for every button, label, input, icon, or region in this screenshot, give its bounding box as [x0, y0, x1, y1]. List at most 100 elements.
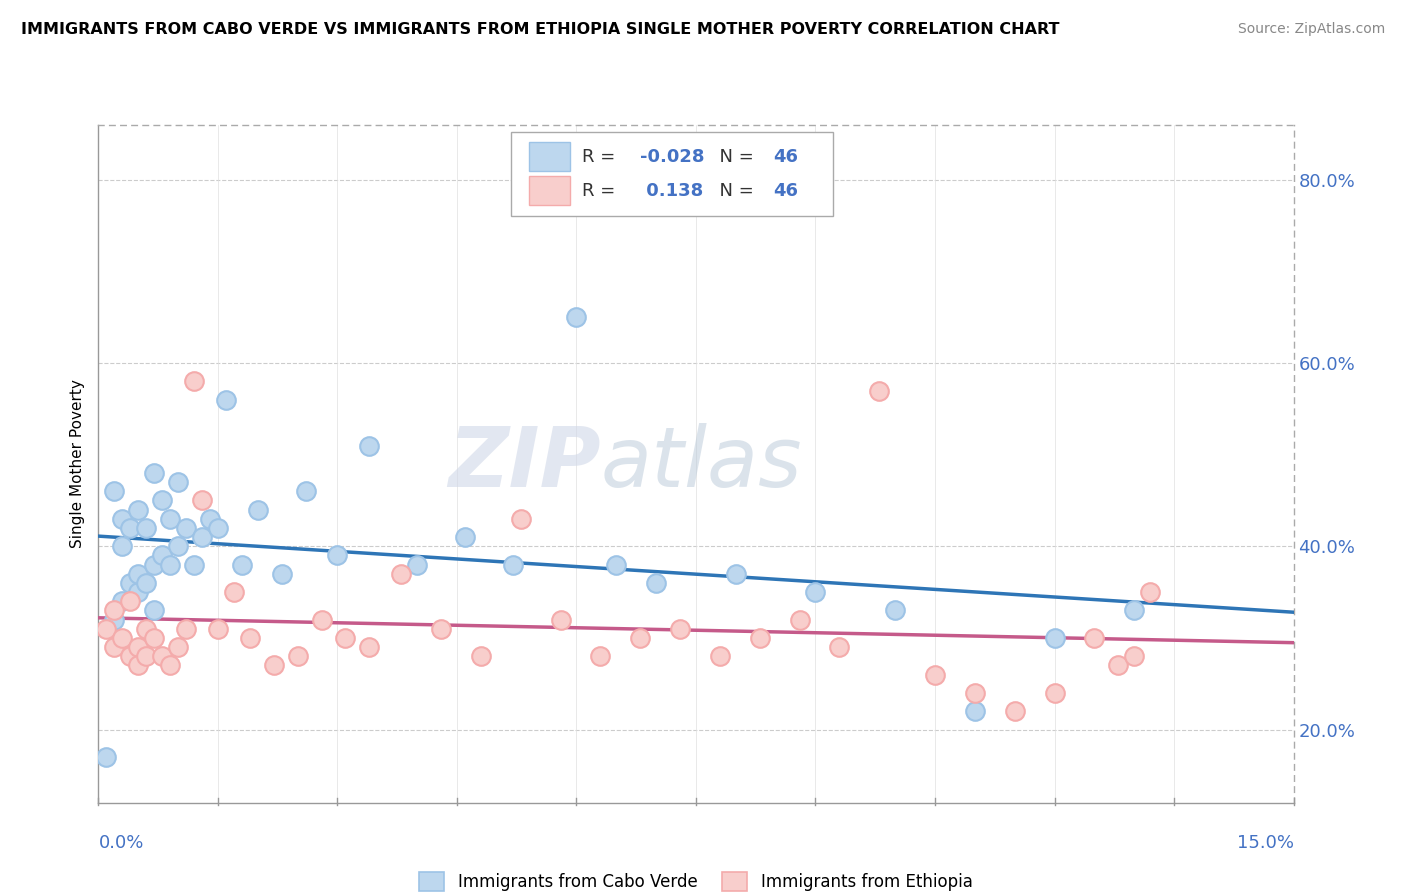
Point	[628, 631, 651, 645]
Point	[103, 484, 125, 499]
Point	[550, 613, 572, 627]
Point	[1123, 603, 1146, 617]
Point	[963, 704, 986, 718]
Point	[605, 558, 627, 572]
Point	[359, 640, 381, 654]
Point	[311, 613, 333, 627]
Point	[103, 640, 125, 654]
FancyBboxPatch shape	[510, 132, 834, 217]
Point	[159, 558, 181, 572]
Point	[167, 539, 190, 553]
Text: N =: N =	[709, 182, 759, 200]
Point	[709, 649, 731, 664]
Point	[143, 631, 166, 645]
Text: 0.138: 0.138	[640, 182, 703, 200]
Point	[1139, 585, 1161, 599]
Text: 46: 46	[773, 148, 799, 166]
Point	[111, 539, 134, 553]
Point	[215, 392, 238, 407]
Point	[183, 375, 205, 389]
Point	[143, 466, 166, 480]
Point	[804, 585, 827, 599]
Text: Source: ZipAtlas.com: Source: ZipAtlas.com	[1237, 22, 1385, 37]
Text: R =: R =	[582, 182, 621, 200]
Point	[502, 558, 524, 572]
Point	[150, 649, 173, 664]
Point	[669, 622, 692, 636]
Text: IMMIGRANTS FROM CABO VERDE VS IMMIGRANTS FROM ETHIOPIA SINGLE MOTHER POVERTY COR: IMMIGRANTS FROM CABO VERDE VS IMMIGRANTS…	[21, 22, 1060, 37]
Point	[191, 530, 214, 544]
Point	[1123, 649, 1146, 664]
Text: ZIP: ZIP	[447, 424, 600, 504]
Text: 46: 46	[773, 182, 799, 200]
Point	[359, 438, 381, 452]
Point	[924, 667, 946, 681]
Point	[207, 622, 229, 636]
Point	[143, 558, 166, 572]
Point	[326, 549, 349, 563]
Point	[150, 493, 173, 508]
Point	[111, 631, 134, 645]
Point	[167, 475, 190, 490]
Point	[103, 613, 125, 627]
Point	[389, 566, 412, 581]
Point	[174, 521, 197, 535]
Point	[120, 521, 142, 535]
Point	[294, 484, 316, 499]
Point	[868, 384, 890, 398]
Point	[828, 640, 851, 654]
Point	[96, 750, 118, 764]
Point	[270, 566, 292, 581]
Point	[174, 622, 197, 636]
Point	[1043, 631, 1066, 645]
Point	[1107, 658, 1129, 673]
Point	[231, 558, 253, 572]
Point	[789, 613, 811, 627]
Point	[1004, 704, 1026, 718]
Point	[263, 658, 285, 673]
Point	[96, 622, 118, 636]
Point	[127, 502, 149, 516]
Point	[430, 622, 453, 636]
Point	[120, 649, 142, 664]
Point	[135, 521, 157, 535]
Point	[103, 603, 125, 617]
Point	[167, 640, 190, 654]
Text: N =: N =	[709, 148, 759, 166]
Point	[135, 649, 157, 664]
Point	[127, 566, 149, 581]
Point	[287, 649, 309, 664]
Point	[589, 649, 612, 664]
Point	[884, 603, 907, 617]
Point	[565, 310, 588, 325]
Point	[748, 631, 770, 645]
Point	[454, 530, 477, 544]
Text: 0.0%: 0.0%	[98, 834, 143, 852]
Point	[111, 512, 134, 526]
Point	[724, 566, 747, 581]
Point	[150, 549, 173, 563]
Text: 15.0%: 15.0%	[1236, 834, 1294, 852]
Point	[135, 622, 157, 636]
Point	[198, 512, 221, 526]
Point	[135, 576, 157, 591]
Point	[159, 512, 181, 526]
Point	[1083, 631, 1105, 645]
Text: R =: R =	[582, 148, 621, 166]
FancyBboxPatch shape	[529, 176, 571, 205]
Point	[191, 493, 214, 508]
Point	[645, 576, 668, 591]
Point	[239, 631, 262, 645]
Point	[207, 521, 229, 535]
Point	[509, 512, 531, 526]
Point	[406, 558, 429, 572]
Point	[222, 585, 245, 599]
Point	[159, 658, 181, 673]
Point	[470, 649, 492, 664]
Point	[111, 594, 134, 608]
Point	[127, 658, 149, 673]
Point	[246, 502, 269, 516]
Point	[120, 576, 142, 591]
Point	[127, 585, 149, 599]
Point	[1043, 686, 1066, 700]
